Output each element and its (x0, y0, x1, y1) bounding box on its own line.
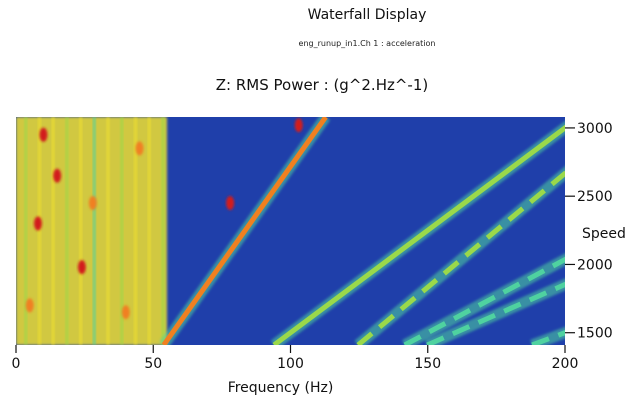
order-halo (402, 253, 565, 345)
hot-spot (88, 196, 97, 211)
chart-subtitle: eng_runup_in1.Ch 1 : acceleration (298, 39, 436, 48)
hot-spot (135, 141, 144, 156)
low-band-streak (147, 117, 151, 345)
y-tick-label: 2500 (577, 189, 613, 205)
order-line (426, 281, 565, 345)
low-band-streak (134, 117, 138, 345)
hot-spot (77, 260, 86, 275)
x-axis-label: Frequency (Hz) (228, 380, 334, 396)
low-band-streak (37, 117, 41, 345)
low-band-streak (120, 117, 124, 345)
z-axis-label: Z: RMS Power : (g^2.Hz^-1) (215, 76, 429, 94)
low-band-streak (106, 117, 110, 345)
hot-spot (121, 305, 130, 320)
hot-spot (294, 118, 303, 133)
x-tick-label: 100 (277, 356, 304, 372)
y-tick-label: 2000 (577, 257, 613, 273)
hot-spot (53, 168, 62, 183)
low-band-streak (65, 117, 69, 345)
x-tick-label: 0 (12, 356, 21, 372)
y-tick-label: 3000 (577, 121, 613, 137)
low-band-streak (92, 117, 96, 345)
order-line (356, 170, 565, 345)
axes: 0 50 100 150 200 1500 2000 2500 3000 (12, 121, 613, 372)
low-band-streak (51, 117, 55, 345)
y-tick-label: 1500 (577, 326, 613, 342)
x-tick-label: 50 (144, 356, 162, 372)
plot-area (16, 117, 565, 345)
hot-spot (33, 216, 42, 231)
y-axis-label: Speed (582, 226, 626, 242)
x-tick-label: 200 (552, 356, 579, 372)
order-line (161, 117, 328, 345)
low-band-streak (161, 117, 165, 345)
low-band-streak (79, 117, 83, 345)
low-freq-band (16, 117, 167, 345)
hot-spot (39, 127, 48, 142)
chart-title: Waterfall Display (307, 7, 427, 23)
low-band-streak (24, 117, 28, 345)
order-line (272, 124, 565, 345)
hot-spot (226, 196, 235, 211)
x-tick-label: 150 (414, 356, 441, 372)
hot-spot (25, 298, 34, 313)
